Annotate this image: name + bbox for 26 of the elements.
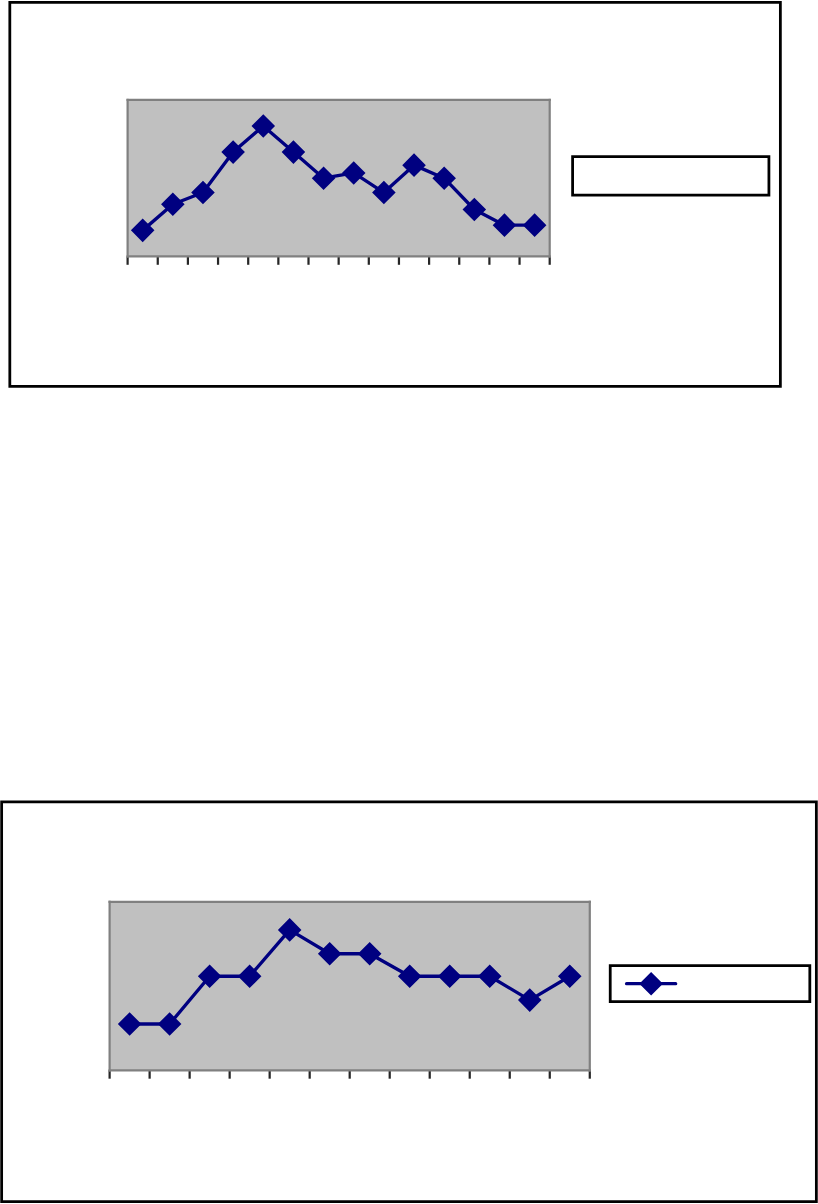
point: [523, 213, 546, 237]
point: [161, 193, 185, 216]
point: [252, 114, 275, 138]
point: [478, 965, 501, 988]
point: [198, 965, 221, 988]
point: [238, 965, 261, 988]
point: [131, 219, 154, 242]
point: [278, 918, 301, 942]
point: [402, 153, 426, 177]
point: [358, 942, 381, 965]
point: [318, 942, 341, 965]
point: [493, 213, 516, 237]
point: [398, 965, 421, 988]
point: [342, 161, 365, 185]
point: [312, 166, 335, 190]
point: [191, 181, 215, 204]
point: [158, 1012, 181, 1036]
point: [282, 140, 305, 164]
point: [372, 181, 396, 204]
point: [221, 140, 245, 164]
point: [438, 965, 461, 988]
point: [463, 198, 486, 221]
point: [558, 965, 581, 988]
point: [118, 1012, 141, 1036]
point: [432, 166, 456, 190]
point: [518, 988, 541, 1012]
